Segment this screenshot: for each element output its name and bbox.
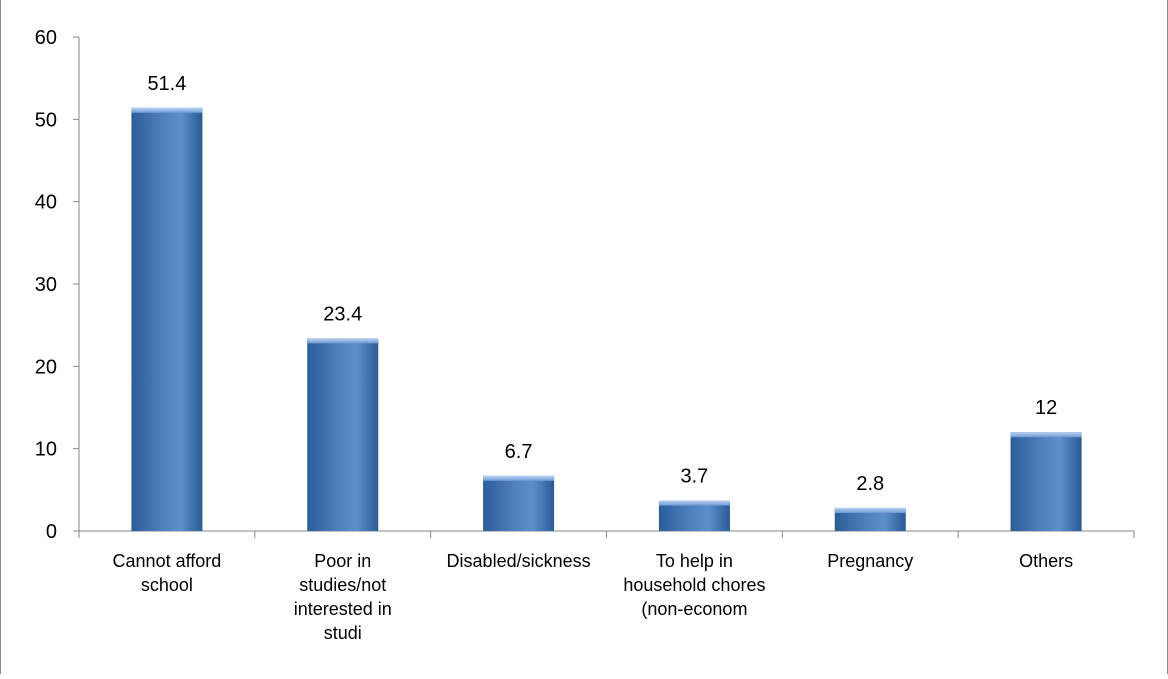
category-label-line: Pregnancy (827, 551, 913, 571)
category-label-line: To help in (656, 551, 733, 571)
category-label-line: Cannot afford (113, 551, 222, 571)
category-label-line: Disabled/sickness (447, 551, 591, 571)
data-label: 6.7 (505, 441, 533, 463)
bar-body (658, 500, 730, 531)
category-label-line: school (141, 575, 193, 595)
bar-body (483, 475, 555, 531)
category-label: Pregnancy (827, 551, 913, 571)
category-label-line: (non-econom (641, 599, 747, 619)
bar-cap (483, 475, 555, 481)
y-tick-label: 30 (35, 274, 57, 296)
data-label: 3.7 (681, 466, 709, 488)
bar (307, 338, 379, 531)
bar (834, 507, 906, 531)
category-label: Others (1019, 551, 1073, 571)
bar-body (834, 507, 906, 531)
category-label: Poor in studies/not interested in studi (294, 551, 392, 643)
y-tick-label: 0 (46, 521, 57, 543)
y-tick-label: 60 (35, 27, 57, 49)
bar (658, 500, 730, 531)
bar (483, 475, 555, 531)
bar-cap (658, 500, 730, 506)
bar-cap (834, 507, 906, 513)
y-tick-label: 10 (35, 439, 57, 461)
bar-cap (1010, 432, 1082, 438)
category-label-line: interested in (294, 599, 392, 619)
data-label: 51.4 (147, 73, 186, 95)
category-label-line: studi (324, 623, 362, 643)
bar-cap (307, 338, 379, 344)
y-tick-label: 40 (35, 192, 57, 214)
bar (1010, 432, 1082, 531)
data-label: 2.8 (856, 473, 884, 495)
bar-body (131, 107, 203, 531)
bar (131, 107, 203, 531)
bar-body (307, 338, 379, 531)
category-label: To help in household chores (non-econom (623, 551, 765, 619)
category-label: Disabled/sickness (447, 551, 591, 571)
data-label: 12 (1035, 397, 1057, 419)
y-tick-label: 20 (35, 356, 57, 378)
category-label: Cannot afford school (113, 551, 222, 595)
category-label-line: Poor in (314, 551, 371, 571)
category-label-line: household chores (623, 575, 765, 595)
data-label: 23.4 (323, 303, 362, 325)
y-tick-label: 50 (35, 109, 57, 131)
category-label-line: Others (1019, 551, 1073, 571)
bar-cap (131, 107, 203, 113)
bar-body (1010, 432, 1082, 531)
category-label-line: studies/not (299, 575, 386, 595)
